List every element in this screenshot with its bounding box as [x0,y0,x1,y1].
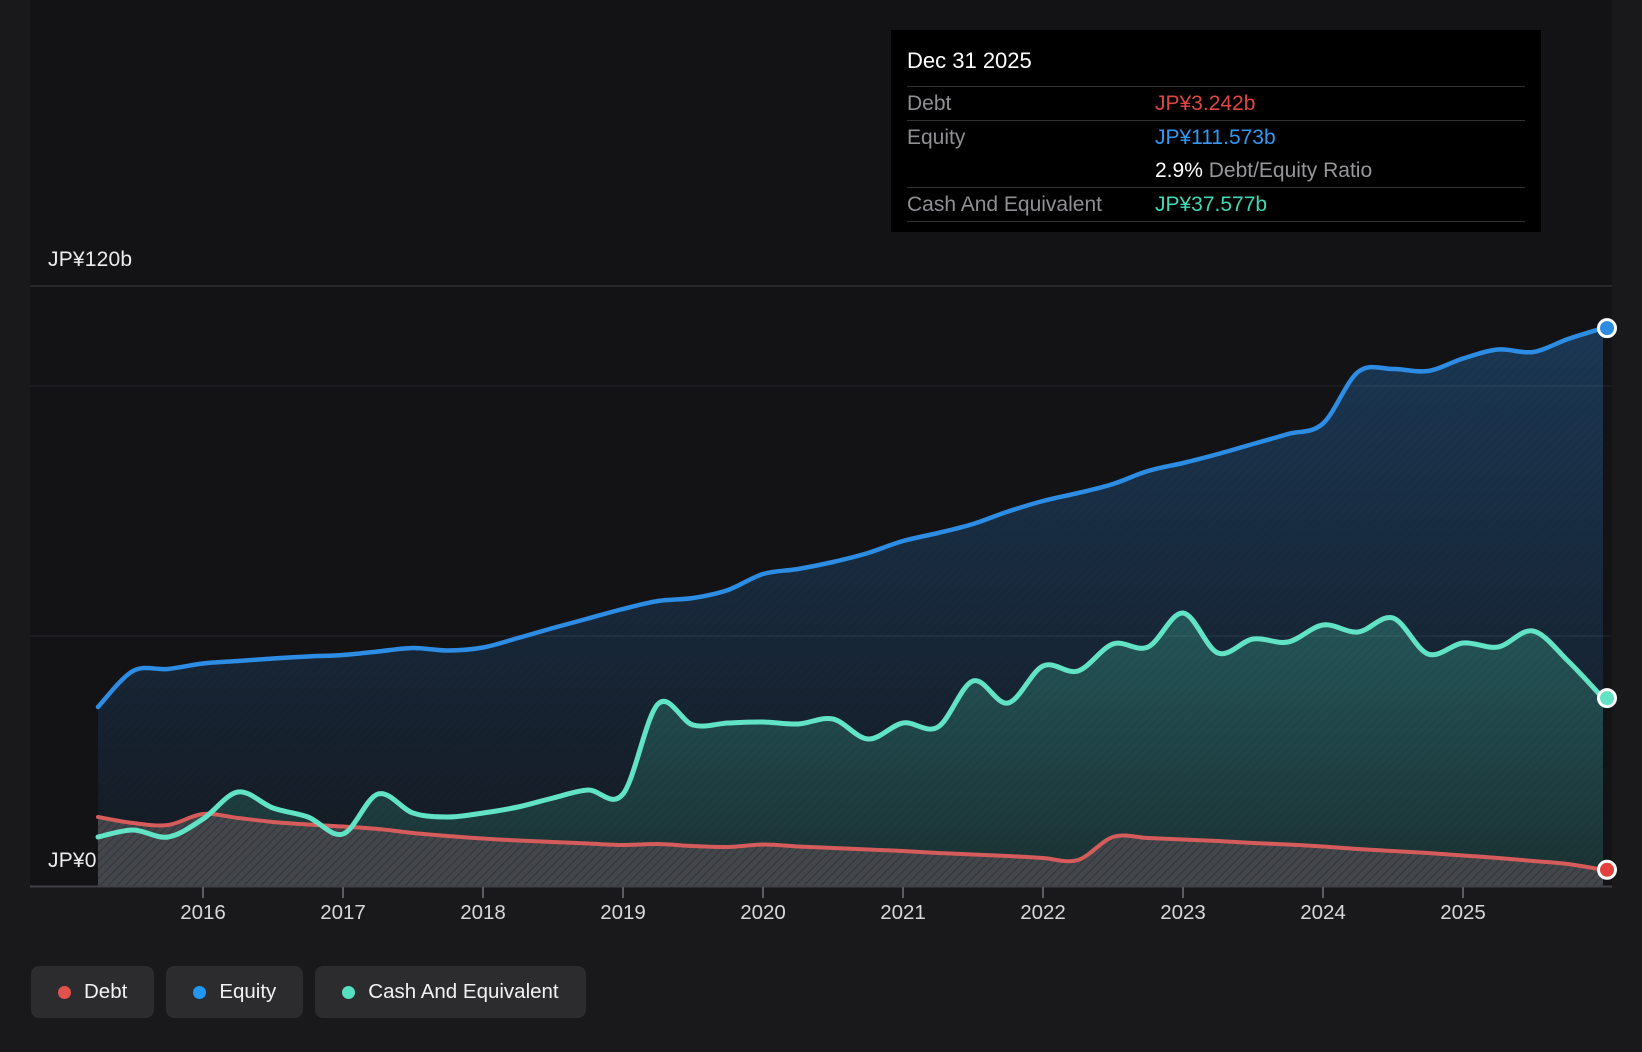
x-axis-year-label: 2019 [600,901,646,924]
legend-label: Debt [84,980,128,1003]
tooltip-row-cash: Cash And Equivalent JP¥37.577b [907,187,1525,222]
x-axis-year-label: 2025 [1440,901,1486,924]
legend-item-cash[interactable]: Cash And Equivalent [315,966,586,1018]
equity-line [95,325,1606,710]
cash-and-equivalent-line [95,610,1606,840]
tooltip-ratio-value: 2.9% [1155,158,1203,182]
x-axis-year-label: 2021 [880,901,926,924]
tooltip-equity-value: JP¥111.573b [1155,125,1276,149]
tooltip-row-ratio: 2.9% Debt/Equity Ratio [907,154,1525,187]
x-axis-year-label: 2023 [1160,901,1206,924]
debt-series-dot-icon [58,985,71,999]
hover-tooltip: Dec 31 2025 Debt JP¥3.242b Equity JP¥111… [891,30,1541,232]
y-axis-label-zero: JP¥0 [48,849,97,872]
tooltip-ratio-label: Debt/Equity Ratio [1208,158,1373,182]
legend-item-debt[interactable]: Debt [31,966,155,1018]
x-axis-year-label: 2018 [460,901,506,924]
tooltip-debt-label: Debt [907,91,952,115]
tooltip-cash-label: Cash And Equivalent [907,192,1102,216]
x-axis-year-label: 2024 [1300,901,1346,924]
legend-label: Cash And Equivalent [368,980,559,1003]
tooltip-debt-value: JP¥3.242b [1155,91,1256,115]
debt-line [96,811,1605,872]
tooltip-row-equity: Equity JP¥111.573b [907,120,1525,154]
tooltip-cash-value: JP¥37.577b [1155,192,1268,216]
y-axis-label-top: JP¥120b [48,248,133,271]
chart-legend: Debt Equity Cash And Equivalent [31,966,586,1018]
equity-endpoint-dot [1597,318,1617,339]
cash-and-equivalent-endpoint-dot [1597,688,1617,709]
tooltip-equity-label: Equity [907,125,966,149]
equity-series-dot-icon [193,985,207,999]
legend-label: Equity [219,980,277,1003]
x-axis-year-label: 2020 [740,901,786,924]
tooltip-date: Dec 31 2025 [907,48,1032,73]
cash-series-dot-icon [342,985,356,999]
x-axis-year-label: 2016 [180,901,226,924]
debt-endpoint-dot [1597,859,1617,880]
x-axis-year-label: 2017 [320,901,366,924]
x-axis-year-label: 2022 [1020,901,1066,924]
tooltip-row-debt: Debt JP¥3.242b [907,86,1525,120]
tooltip-ratio: 2.9% Debt/Equity Ratio [1155,159,1525,183]
legend-item-equity[interactable]: Equity [166,966,304,1018]
